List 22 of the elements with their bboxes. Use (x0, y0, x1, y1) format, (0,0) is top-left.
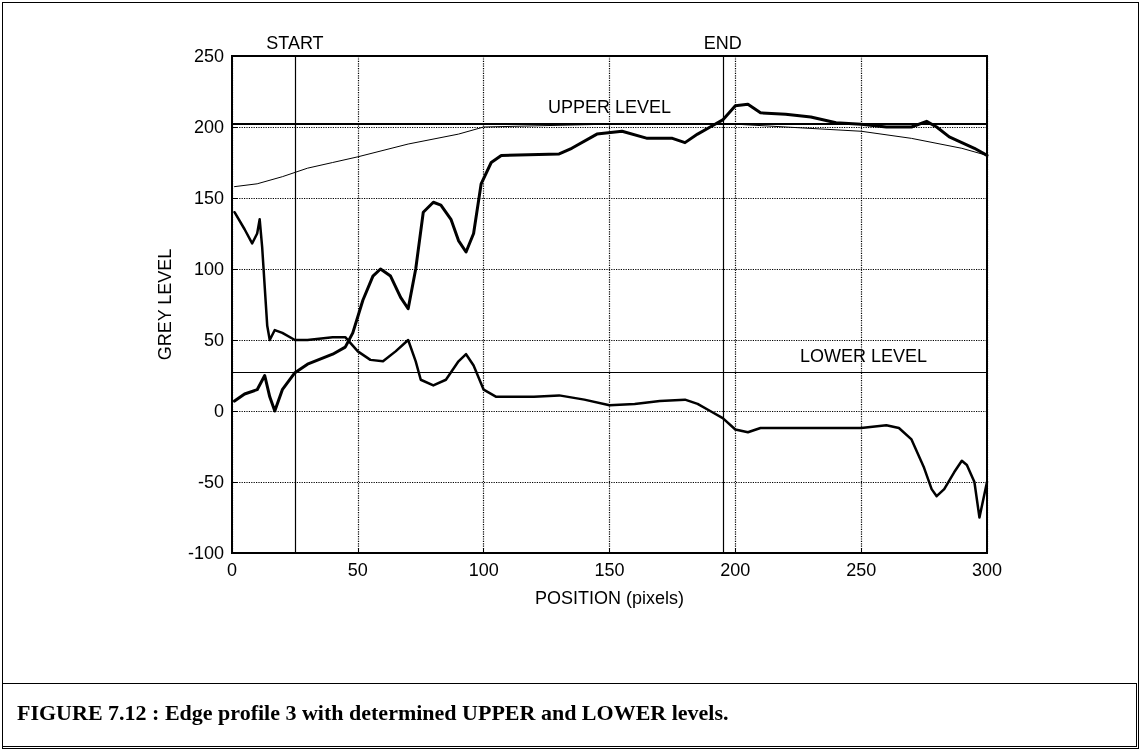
y-tick-label: 0 (213, 401, 224, 421)
x-tick-label: 100 (468, 560, 499, 580)
y-tick-label: 100 (193, 259, 224, 279)
ref-line-label: END (703, 33, 742, 53)
y-tick-label: 150 (193, 188, 224, 208)
y-tick-label: 200 (193, 117, 224, 137)
caption: FIGURE 7.12 : Edge profile 3 with determined UPPER and LOWER levels. (2, 683, 1137, 747)
y-tick-label: 50 (203, 330, 224, 350)
x-tick-label: 300 (971, 560, 1003, 580)
x-axis-title: POSITION (pixels) (534, 588, 685, 608)
x-tick-label: 250 (846, 560, 877, 580)
x-tick-label: 0 (226, 560, 238, 580)
ref-line-label: UPPER LEVEL (547, 97, 672, 118)
ref-line-label: START (266, 33, 324, 53)
x-tick-label: 150 (594, 560, 625, 580)
x-tick-label: 50 (347, 560, 368, 580)
y-axis-title: GREY LEVEL (155, 248, 175, 361)
y-tick-label: 250 (193, 46, 224, 66)
y-tick-label: -100 (187, 543, 224, 563)
ref-line-label: LOWER LEVEL (799, 345, 927, 366)
x-tick-label: 200 (720, 560, 751, 580)
y-tick-label: -50 (197, 472, 224, 492)
